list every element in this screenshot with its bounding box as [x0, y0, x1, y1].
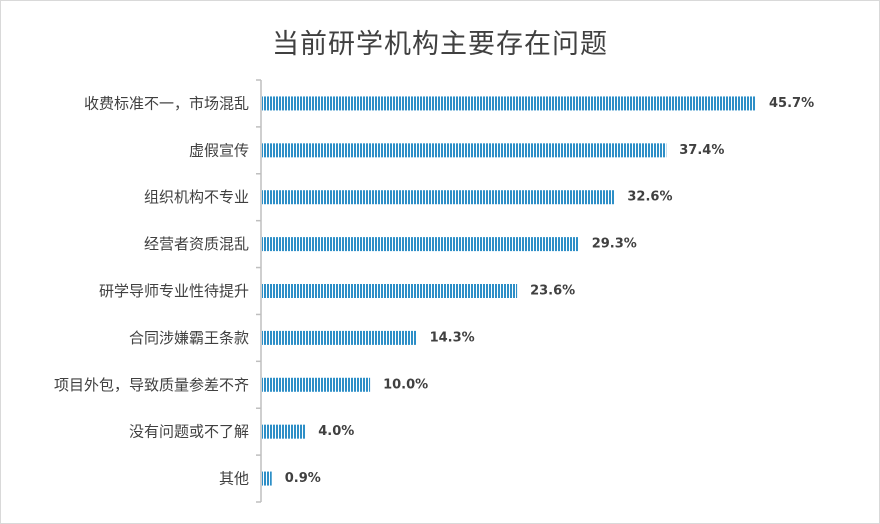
bar-5 — [262, 330, 417, 345]
category-axis — [256, 79, 262, 503]
value-labels: 45.7% 37.4% 32.6% 29.3% 23.6% 14.3% 10.0% 4.0% 0… — [285, 96, 814, 486]
category-label-5: 合同涉嫌霸王条款 — [129, 329, 249, 347]
value-label-0: 45.7% — [769, 96, 814, 111]
bar-2 — [262, 190, 615, 205]
bar-8 — [262, 471, 272, 486]
value-label-6: 10.0% — [383, 377, 428, 392]
value-label-2: 32.6% — [627, 190, 672, 205]
value-label-5: 14.3% — [430, 330, 475, 345]
value-label-1: 37.4% — [679, 143, 724, 158]
bar-0 — [262, 96, 756, 111]
bar-series — [262, 96, 756, 486]
chart-title: 当前研学机构主要存在问题 — [272, 29, 608, 60]
bar-6 — [262, 377, 371, 392]
bar-7 — [262, 424, 306, 439]
value-label-8: 0.9% — [285, 471, 321, 486]
category-labels: 收费标准不一，市场混乱虚假宣传组织机构不专业经营者资质混乱研学导师专业性待提升合… — [54, 94, 249, 487]
category-label-8: 其他 — [219, 470, 249, 488]
value-label-4: 23.6% — [530, 284, 575, 299]
value-label-3: 29.3% — [592, 237, 637, 252]
category-label-3: 经营者资质混乱 — [144, 235, 249, 253]
bar-3 — [262, 237, 579, 252]
category-label-6: 项目外包，导致质量参差不齐 — [54, 376, 249, 394]
category-label-0: 收费标准不一，市场混乱 — [84, 94, 249, 112]
bar-1 — [262, 143, 667, 158]
value-label-7: 4.0% — [318, 424, 354, 439]
category-label-2: 组织机构不专业 — [144, 188, 249, 206]
category-label-7: 没有问题或不了解 — [129, 423, 249, 441]
bar-4 — [262, 284, 518, 298]
category-label-1: 虚假宣传 — [189, 141, 249, 159]
category-label-4: 研学导师专业性待提升 — [99, 282, 249, 300]
